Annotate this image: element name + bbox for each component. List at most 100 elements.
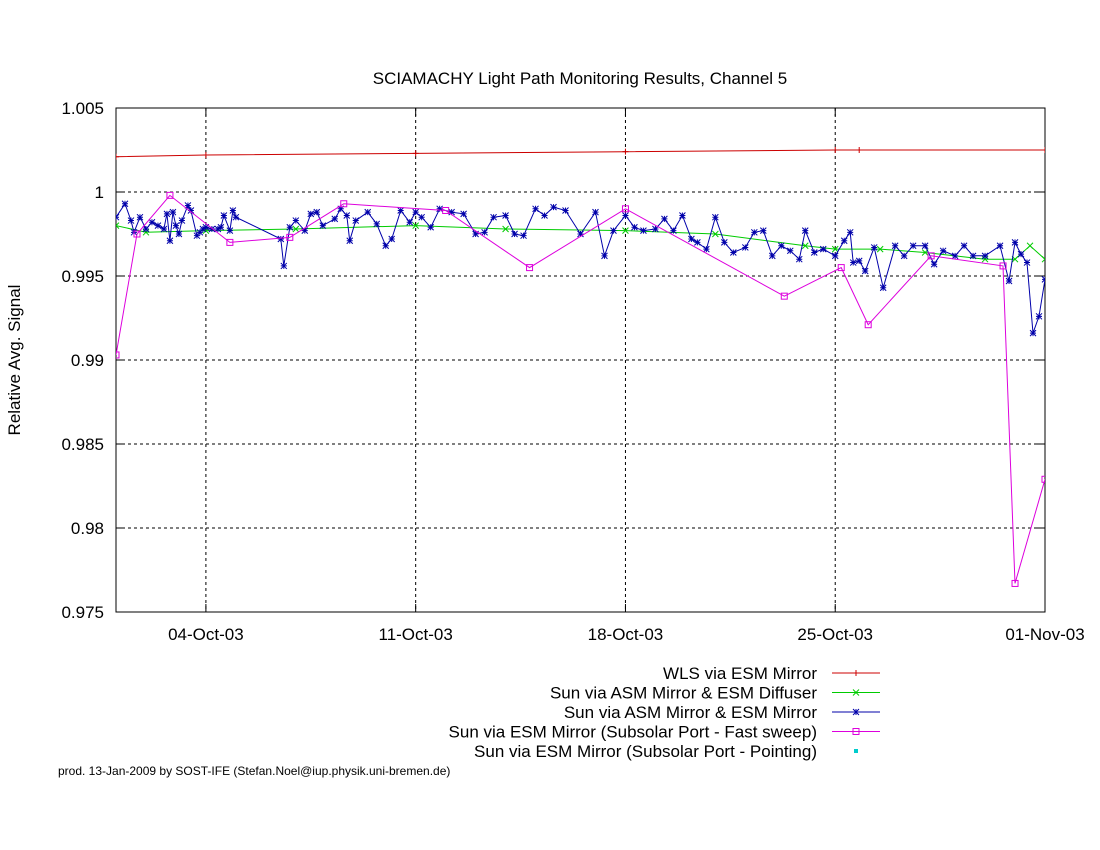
data-point [142, 225, 150, 233]
data-point [741, 244, 749, 251]
data-point [292, 225, 300, 233]
data-point [694, 239, 701, 246]
data-point [1005, 277, 1013, 285]
data-point [900, 252, 908, 260]
data-point [208, 225, 216, 233]
legend-marker [854, 749, 858, 753]
data-point [621, 205, 629, 213]
data-point [1023, 259, 1031, 266]
data-point [960, 242, 968, 250]
data-point [178, 217, 186, 224]
data-point [969, 252, 977, 260]
y-axis-label: Relative Avg. Signal [5, 285, 24, 436]
data-point [795, 255, 803, 263]
data-point [750, 228, 758, 236]
y-tick-label: 0.985 [61, 435, 104, 454]
y-tick-label: 0.98 [71, 519, 104, 538]
data-point [481, 228, 488, 236]
legend-item: Sun via ESM Mirror (Subsolar Port - Fast… [449, 723, 880, 742]
data-point [412, 150, 419, 157]
data-point [214, 225, 222, 233]
legend-label: Sun via ESM Mirror (Subsolar Port - Poin… [474, 742, 817, 761]
x-tick-label: 11-Oct-03 [379, 625, 453, 644]
data-point [172, 222, 180, 229]
data-point [526, 264, 534, 272]
data-point [116, 222, 120, 229]
data-point [1026, 242, 1034, 250]
data-point [490, 213, 497, 221]
series-line [116, 225, 1045, 260]
x-tick-label: 04-Oct-03 [168, 625, 244, 644]
data-point [427, 223, 435, 231]
data-point [819, 245, 827, 253]
data-point [511, 230, 518, 238]
data-point [688, 235, 695, 243]
data-point [679, 212, 686, 219]
data-point [502, 212, 509, 219]
series-2 [116, 222, 1045, 263]
data-point [277, 235, 285, 243]
data-point [460, 210, 467, 218]
data-point [999, 262, 1007, 270]
data-point [352, 217, 360, 224]
legend-marker [852, 728, 860, 735]
series-4 [116, 191, 1045, 587]
data-point [652, 225, 659, 233]
data-point [951, 252, 959, 260]
data-point [1041, 475, 1045, 483]
data-point [169, 208, 177, 216]
grid [116, 108, 1045, 612]
data-point [541, 212, 548, 219]
data-point [187, 207, 195, 214]
data-point [939, 247, 947, 255]
data-point [870, 244, 878, 251]
series-1 [116, 147, 1045, 160]
data-point [148, 218, 156, 226]
data-point [864, 321, 872, 329]
axes: 0.975 0.98 0.985 0.99 0.995 1 1.005 04-Oct-03 11… [61, 99, 1084, 644]
data-point [1017, 250, 1025, 258]
data-point [837, 264, 845, 272]
y-tick-label: 1.005 [61, 99, 104, 118]
data-point [133, 230, 141, 238]
data-point [879, 284, 887, 292]
data-point [855, 257, 863, 265]
data-point [193, 232, 201, 240]
data-point [996, 242, 1004, 250]
data-point [909, 242, 917, 250]
data-point [382, 242, 390, 250]
data-point [116, 351, 120, 359]
legend-item: Sun via ESM Mirror (Subsolar Port - Poin… [474, 742, 858, 761]
data-point [442, 206, 450, 214]
data-point [331, 215, 339, 223]
chart-title: SCIAMACHY Light Path Monitoring Results,… [373, 69, 788, 88]
legend-marker [852, 708, 860, 716]
data-point [448, 208, 455, 216]
data-point [160, 225, 168, 233]
legend-label: Sun via ASM Mirror & ESM Diffuser [550, 684, 817, 703]
data-point [412, 208, 420, 216]
data-point [661, 215, 668, 223]
data-point [786, 247, 794, 255]
data-point [670, 227, 677, 234]
data-point [292, 217, 300, 224]
legend-marker [852, 689, 860, 696]
data-point [388, 235, 396, 243]
data-point [801, 227, 809, 234]
data-point [319, 222, 327, 229]
data-point [337, 205, 345, 213]
data-point [166, 191, 174, 199]
data-point [373, 220, 381, 228]
data-point [226, 227, 234, 234]
legend-item: Sun via ASM Mirror & ESM Mirror [564, 703, 880, 722]
data-point [202, 223, 210, 231]
data-point [1042, 147, 1045, 153]
data-point [340, 200, 348, 208]
x-tick-label: 18-Oct-03 [588, 625, 664, 644]
data-point [127, 217, 135, 224]
data-point [720, 239, 728, 246]
data-point [1011, 579, 1019, 587]
data-point [610, 227, 617, 234]
data-point [532, 205, 539, 213]
